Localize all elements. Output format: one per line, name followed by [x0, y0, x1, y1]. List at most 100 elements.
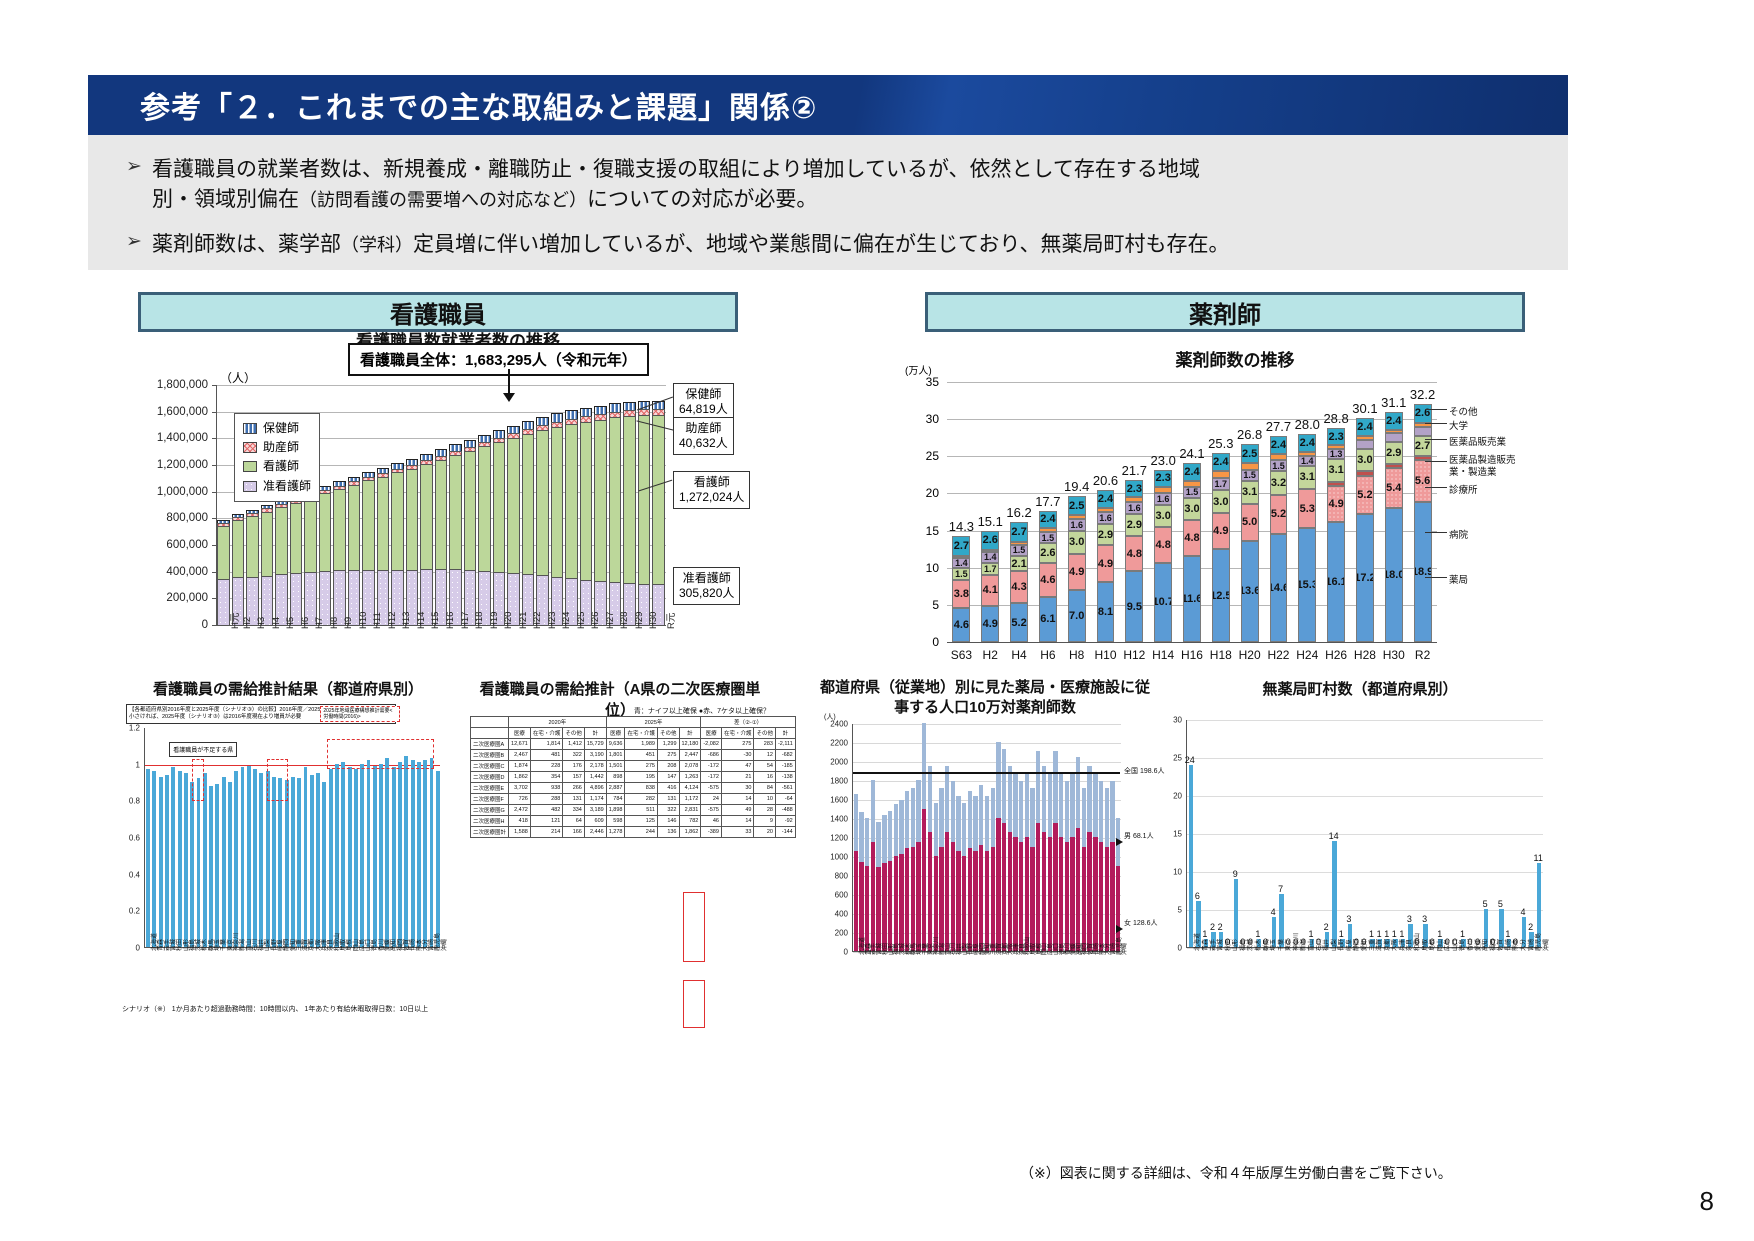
segment-value: 1.4: [983, 552, 997, 563]
bar-group: [536, 385, 549, 625]
leader-line: [1425, 487, 1447, 488]
table-row: 二次医療圏E 3,702 938 266 4,896 2,887 838 416 4,124 -5…: [469, 782, 796, 794]
segment-value: 4.8: [1184, 532, 1200, 545]
y-axis: [216, 385, 217, 625]
chart-title-nopharm: 無薬局町村数（都道府県別）: [1262, 681, 1458, 698]
bar-segment-大学: [1356, 436, 1374, 440]
bar-female: [922, 808, 927, 951]
x-tick-label: H23: [546, 611, 558, 629]
bar-segment-助産師: [333, 485, 346, 490]
bar-group: 15.3 5.3 3.1 1.4 2.4 28.0: [1295, 382, 1320, 642]
segment-value: 13.6: [1242, 585, 1258, 598]
bar-segment-薬局: 9.5: [1125, 571, 1144, 642]
table-cell: 598: [605, 815, 626, 827]
bar: [297, 778, 302, 947]
y-tick-label: 400: [834, 909, 848, 919]
bar-segment-准看護師: [478, 571, 491, 625]
row-label: 二次医療圏C: [469, 760, 510, 772]
x-tick-label: H10: [1094, 648, 1117, 662]
bar-male: [1036, 750, 1041, 823]
bar-segment-看護師: [608, 417, 622, 582]
bar-male: [1087, 765, 1092, 833]
table-cell: -64: [774, 793, 796, 805]
bar-segment-助産師: [478, 442, 491, 447]
bar-segment-医薬品製造販売業・製造業: 2.9: [1384, 442, 1403, 464]
table-cell: 3,702: [508, 782, 531, 794]
group-header: 2020年: [508, 716, 607, 728]
bar-value-label: 3: [1406, 914, 1412, 925]
legend-nurse: 保健師 助産師 看護師 准看護師: [234, 413, 321, 502]
legend-swatch-看護師: [243, 461, 257, 473]
segment-value: 7.0: [1069, 610, 1085, 622]
y-tick-label: 1600: [830, 795, 848, 805]
bar-segment-その他: 2.3: [1154, 469, 1173, 487]
bar-segment-薬局: 16.1: [1327, 522, 1346, 642]
x-tick-label: H22: [1267, 648, 1290, 662]
bar-segment-医薬品販売業: 1.4: [1298, 455, 1317, 466]
bar: [165, 774, 169, 947]
row-label: 二次医療圏G: [469, 804, 510, 816]
bar-segment-薬局: 12.5: [1211, 549, 1230, 642]
table-cell: 2,446: [583, 826, 607, 838]
bar-segment-保健師: [550, 413, 564, 422]
table-cell: 1,898: [605, 804, 626, 816]
y-tick-label: 2400: [830, 719, 848, 729]
bar-segment-病院: 5.2: [1356, 475, 1374, 515]
bar-segment-准看護師: [608, 581, 622, 625]
y-tick-label: 400,000: [166, 565, 208, 578]
bar-female: [1013, 837, 1018, 951]
bar-group: [623, 385, 636, 625]
bar-male: [1053, 750, 1058, 823]
bar-female: [853, 851, 858, 951]
y-tick-label: 0: [201, 619, 208, 631]
x-tick-label: H24: [561, 611, 573, 629]
y-tick-label: 30: [1173, 715, 1182, 725]
bar-group: 12.5 4.9 3.0 1.7 2.4 25.3: [1208, 382, 1233, 642]
highlight-cells-1: [683, 892, 705, 962]
segment-value: 2.7: [1414, 439, 1431, 452]
bar-segment-助産師: [449, 450, 462, 455]
bar-group: [231, 385, 245, 625]
bar-segment-薬局: 7.0: [1067, 590, 1086, 642]
table-cell: 125: [624, 815, 658, 827]
bar-segment-准看護師: [434, 569, 448, 625]
bar-group: [550, 385, 564, 625]
bar-group: [594, 385, 607, 625]
gridline: [1187, 948, 1543, 949]
bar-segment-病院: 4.3: [1010, 571, 1028, 604]
plot-area-pharm: 4.6 3.8 1.5 1.4 2.7 14.3 4.9 4.1 1.7 1.4 2.6 15.1 5.…: [947, 382, 1437, 643]
chart-title-density: 都道府県（従業地）別に見た薬局・医療施設に従事する人口10万対薬剤師数: [820, 679, 1151, 717]
table-cell: 1,263: [678, 771, 702, 783]
bar-segment-薬局: 13.6: [1240, 540, 1259, 642]
segment-value: 1.6: [1099, 512, 1112, 523]
y-tick-mark: [212, 491, 216, 493]
segment-value: 5.6: [1414, 474, 1431, 487]
plot-area-nurse: [212, 385, 666, 626]
leader-line: [1425, 532, 1447, 533]
table-cell: 482: [529, 804, 564, 816]
table-cell: 1,174: [583, 793, 607, 805]
x-tick-label: H2: [241, 616, 253, 629]
chart-pharmacist-trend: 薬剤師数の推移 4.6 3.8 1.5 1.4 2.7 14.3 4.9 4.1 1.7 1.4 2.…: [905, 351, 1565, 662]
x-tick-label: H元: [230, 612, 242, 629]
bar: [215, 783, 220, 947]
segment-value: 1.4: [1301, 455, 1314, 466]
bar-segment-保健師: [420, 454, 433, 460]
gridline: [1187, 720, 1543, 721]
bar-male: [853, 794, 858, 852]
bar-group: [434, 385, 448, 625]
bar-female: [1001, 822, 1007, 951]
table-cell: -30: [720, 749, 755, 761]
bar-segment-病院: 5.0: [1240, 503, 1259, 541]
y-tick-label: 1800: [830, 776, 848, 786]
bar: [1211, 931, 1216, 947]
bar-segment-病院: 5.6: [1413, 460, 1432, 502]
bar-male: [1058, 772, 1064, 837]
bar-female: [1007, 832, 1012, 951]
x-tick-label: H7: [314, 616, 326, 629]
ref-label-male: 男 68.1人: [1124, 833, 1154, 841]
group-header: 差（②-①）: [700, 716, 796, 728]
bar-male: [1081, 787, 1087, 847]
bar-segment-医薬品製造販売業・製造業: 2.6: [1038, 543, 1057, 563]
bar-value-label: 14: [1328, 830, 1339, 841]
